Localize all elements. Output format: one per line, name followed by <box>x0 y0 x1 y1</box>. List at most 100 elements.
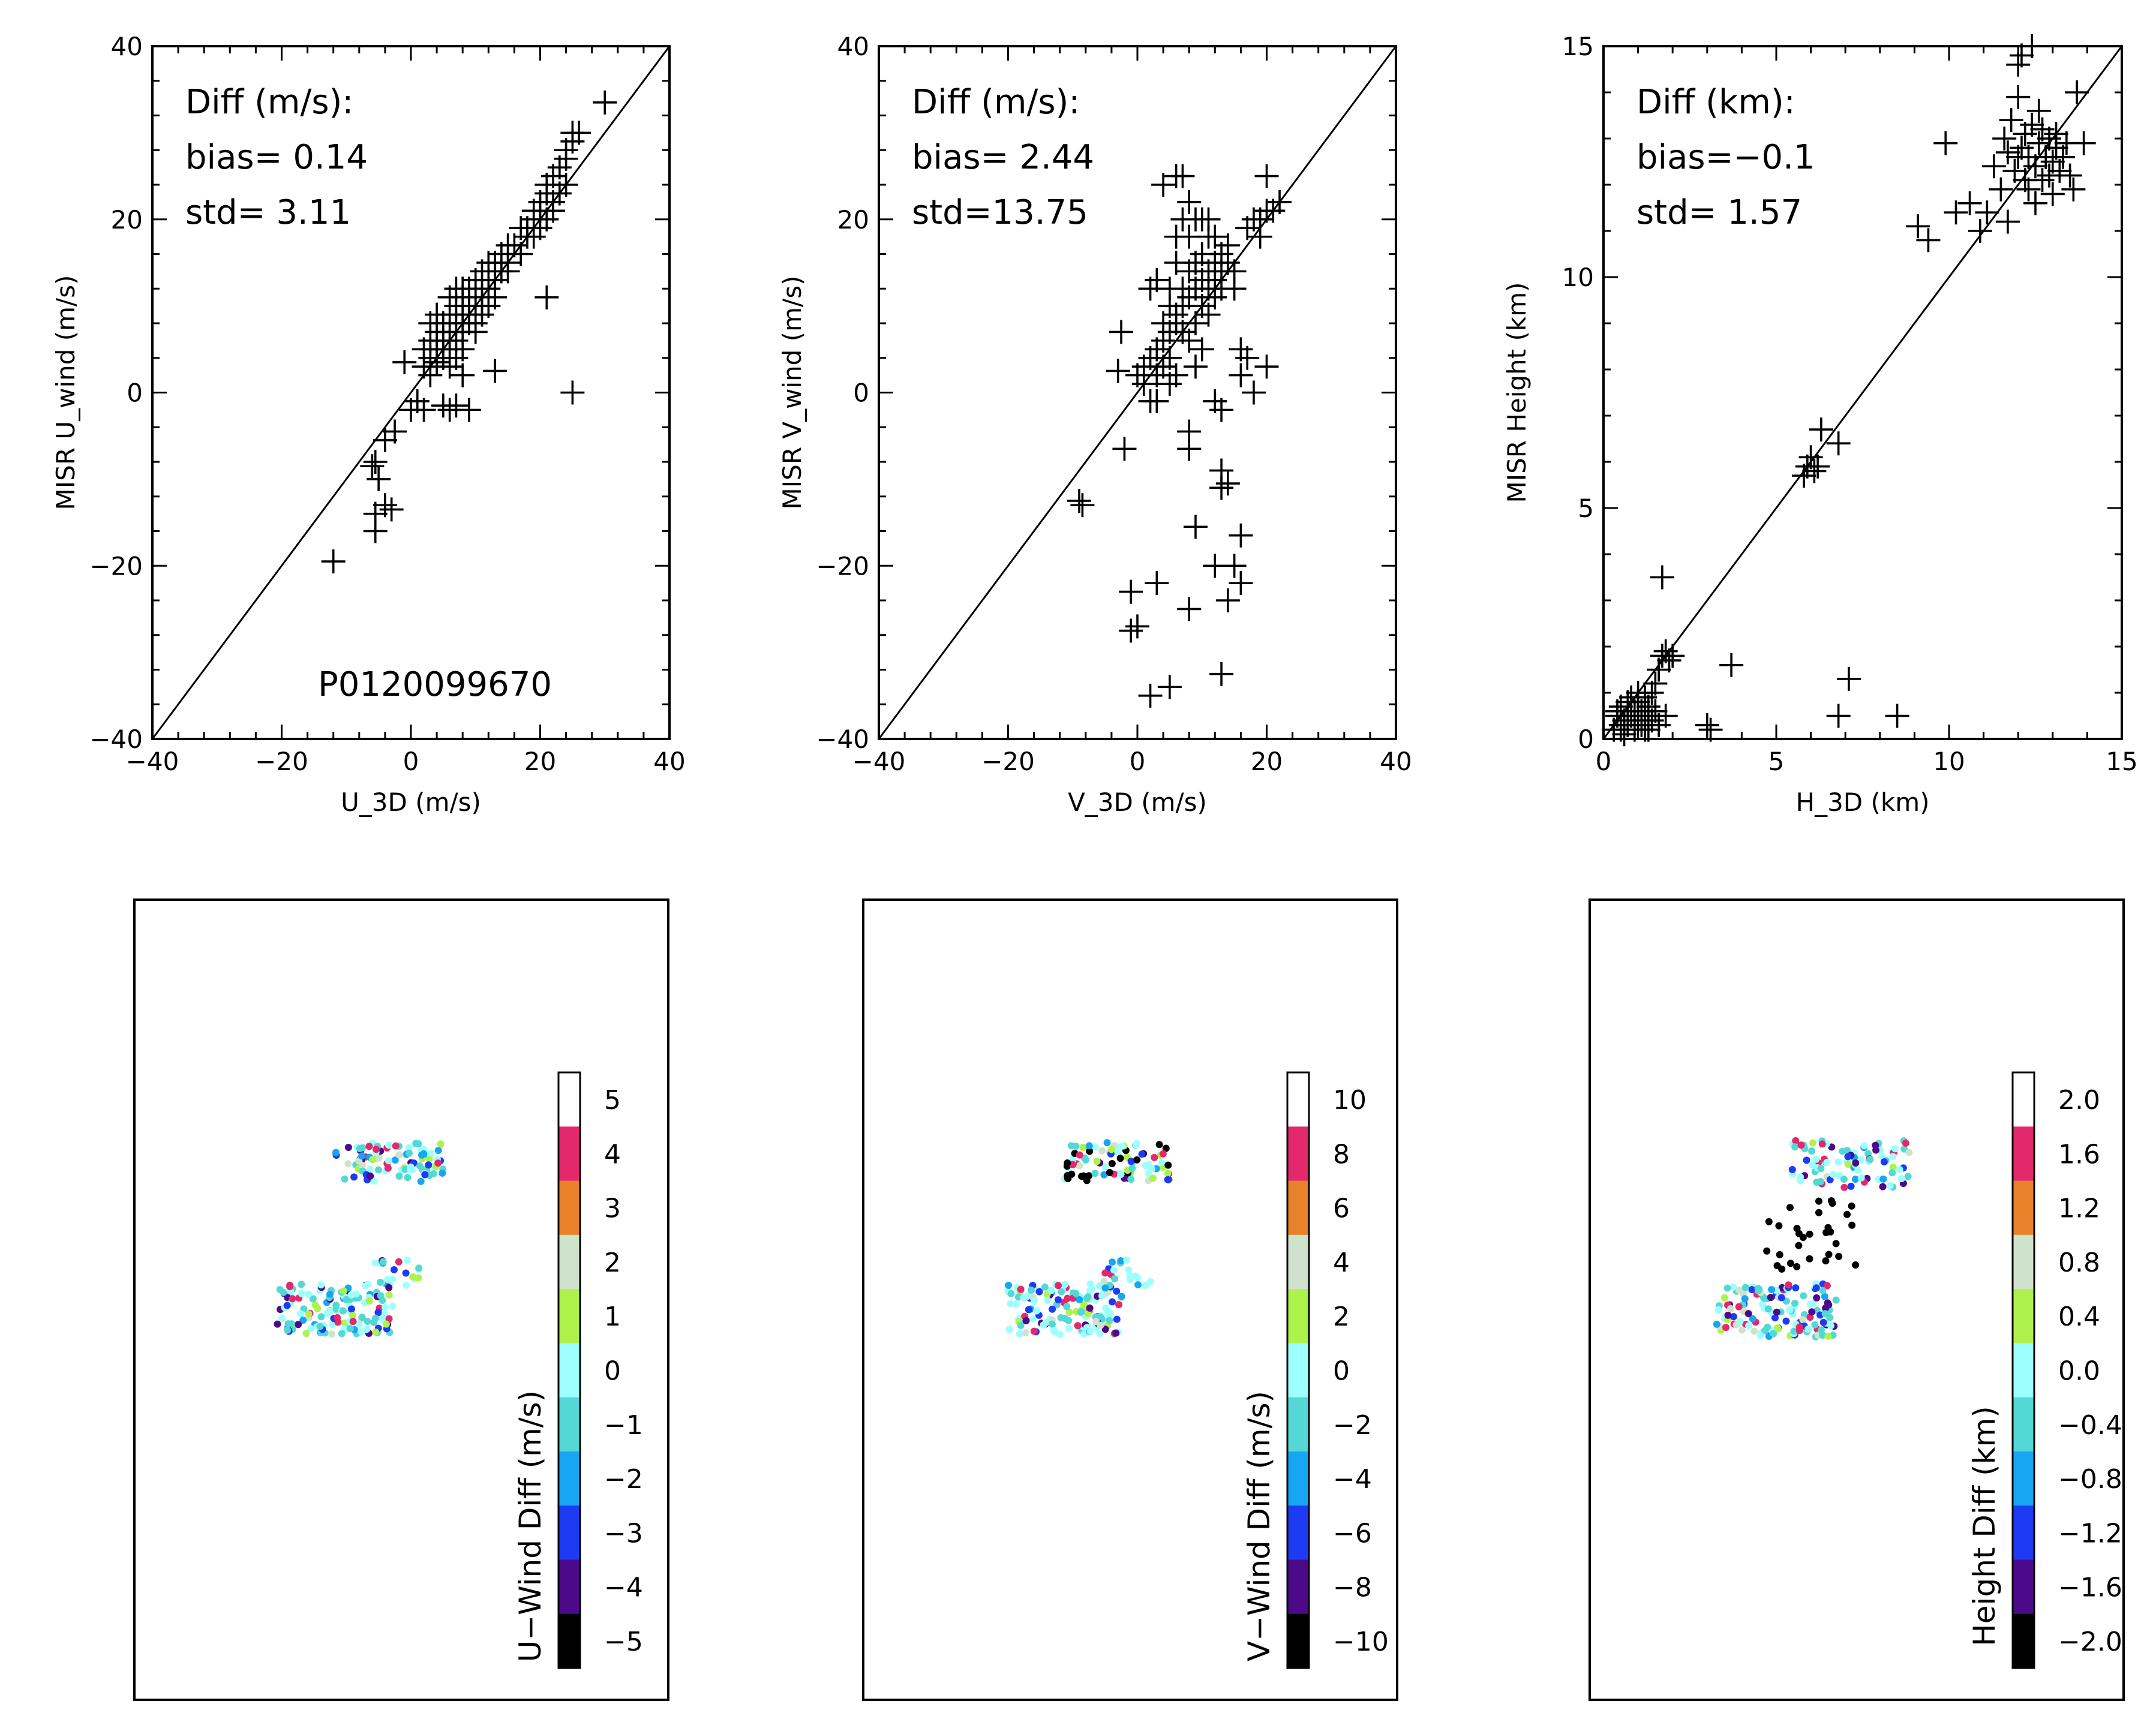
data-point <box>2020 34 2044 58</box>
map-dot <box>278 1314 286 1322</box>
map-dot <box>298 1290 305 1297</box>
map-dot <box>1084 1293 1092 1301</box>
y-tick-label: 5 <box>1578 494 1594 523</box>
map-dot <box>1086 1327 1094 1335</box>
data-point <box>1070 493 1095 518</box>
map-dot <box>1795 1323 1803 1331</box>
map-dot <box>1792 1137 1800 1144</box>
map-dot <box>1096 1282 1104 1290</box>
map-dot <box>1054 1296 1062 1304</box>
map-dot <box>1811 1321 1819 1329</box>
data-point <box>2016 177 2041 202</box>
u-wind-map: 5 4 3 2 1 0 −1 −2 −3 −4 −5 U−Wind Diff (m/s) <box>133 898 669 1701</box>
colorbar-tick-label: 0 <box>1333 1356 1350 1387</box>
data-point <box>451 363 475 387</box>
data-point <box>1809 417 1833 442</box>
map-dot <box>385 1157 392 1165</box>
map-dot <box>1791 1299 1799 1307</box>
x-tick-label: 0 <box>1130 747 1146 776</box>
map-dot <box>1029 1315 1037 1323</box>
map-dot <box>1014 1293 1022 1301</box>
map-dot <box>334 1314 341 1321</box>
data-point <box>1190 337 1214 362</box>
data-point <box>1106 359 1130 383</box>
map-dot <box>326 1290 334 1298</box>
map-dot <box>358 1152 366 1160</box>
map-dot <box>1813 1294 1821 1302</box>
map-dot <box>1116 1155 1124 1162</box>
x-tick-label: 10 <box>1933 747 1965 776</box>
map-dot <box>1023 1293 1031 1300</box>
height-map: 2.0 1.6 1.2 0.8 0.4 0.0 −0.4 −0.8 −1.2 −1.6 −2.0 He… <box>1589 898 2125 1701</box>
map-dot <box>1155 1141 1163 1149</box>
data-point <box>2065 80 2089 104</box>
map-dot <box>1777 1294 1785 1302</box>
map-dot <box>1860 1142 1868 1150</box>
map-dot <box>1149 1174 1157 1182</box>
map-dot <box>1025 1306 1032 1314</box>
data-point <box>1138 683 1163 708</box>
data-point <box>1254 164 1279 188</box>
map-dot <box>1086 1304 1094 1312</box>
map-dot <box>1058 1288 1065 1296</box>
v-wind-scatter: −40 −20 0 20 40 −40 −20 0 20 40 V_3D (m/s) MISR V_w… <box>777 32 1412 817</box>
map-dot <box>404 1174 412 1182</box>
data-point <box>1215 233 1240 258</box>
data-point <box>541 199 566 223</box>
map-dot <box>1738 1326 1746 1334</box>
map-dot <box>364 1317 371 1325</box>
data-point <box>418 311 443 335</box>
map-dot <box>1723 1284 1731 1292</box>
y-tick-label: 0 <box>853 378 869 408</box>
colorbar-frame <box>1286 1071 1310 1669</box>
map-dot <box>1735 1303 1743 1311</box>
map-dot <box>391 1156 399 1164</box>
data-point <box>1695 713 1719 737</box>
map-dot <box>384 1276 392 1284</box>
map-dot <box>1164 1161 1172 1169</box>
x-tick-label: 40 <box>1380 747 1412 776</box>
x-axis-label: H_3D (km) <box>1795 788 1929 817</box>
map-dot <box>1761 1327 1769 1335</box>
map-dot <box>1119 1142 1127 1150</box>
data-point <box>1254 199 1279 223</box>
data-point <box>1698 717 1723 742</box>
map-dot <box>403 1281 410 1289</box>
map-dot <box>344 1144 352 1152</box>
colorbar-segment <box>1287 1180 1309 1236</box>
data-point <box>470 285 494 309</box>
data-point <box>2020 112 2044 137</box>
map-dot <box>1072 1290 1080 1297</box>
map-dot <box>1091 1170 1099 1177</box>
data-point <box>1215 471 1240 496</box>
map-dot <box>1713 1320 1720 1328</box>
data-point <box>2026 131 2051 155</box>
map-dot <box>316 1323 324 1330</box>
map-dot <box>1823 1282 1831 1290</box>
map-dot <box>430 1170 437 1177</box>
data-point <box>2071 131 2096 155</box>
map-dot <box>1771 1314 1779 1322</box>
colorbar-tick-label: −8 <box>1333 1573 1372 1603</box>
data-point <box>560 380 585 405</box>
data-point <box>593 90 617 115</box>
y-tick-label: 10 <box>1562 263 1594 292</box>
map-dot <box>1808 1147 1816 1155</box>
map-dot <box>434 1159 442 1167</box>
data-point <box>321 549 346 574</box>
y-tick-label: −20 <box>89 551 143 581</box>
map-dot <box>1776 1251 1783 1258</box>
map-dot <box>343 1296 350 1303</box>
map-dot <box>341 1175 349 1183</box>
map-dot <box>1048 1320 1056 1328</box>
map-dot <box>328 1330 336 1338</box>
map-dot <box>1786 1306 1794 1314</box>
map-dot <box>1016 1330 1023 1338</box>
map-dot <box>1791 1143 1799 1151</box>
map-dot <box>344 1160 352 1168</box>
data-point <box>373 493 397 518</box>
data-point <box>2023 154 2047 179</box>
map-dot <box>1007 1300 1014 1308</box>
map-dot <box>371 1259 379 1267</box>
